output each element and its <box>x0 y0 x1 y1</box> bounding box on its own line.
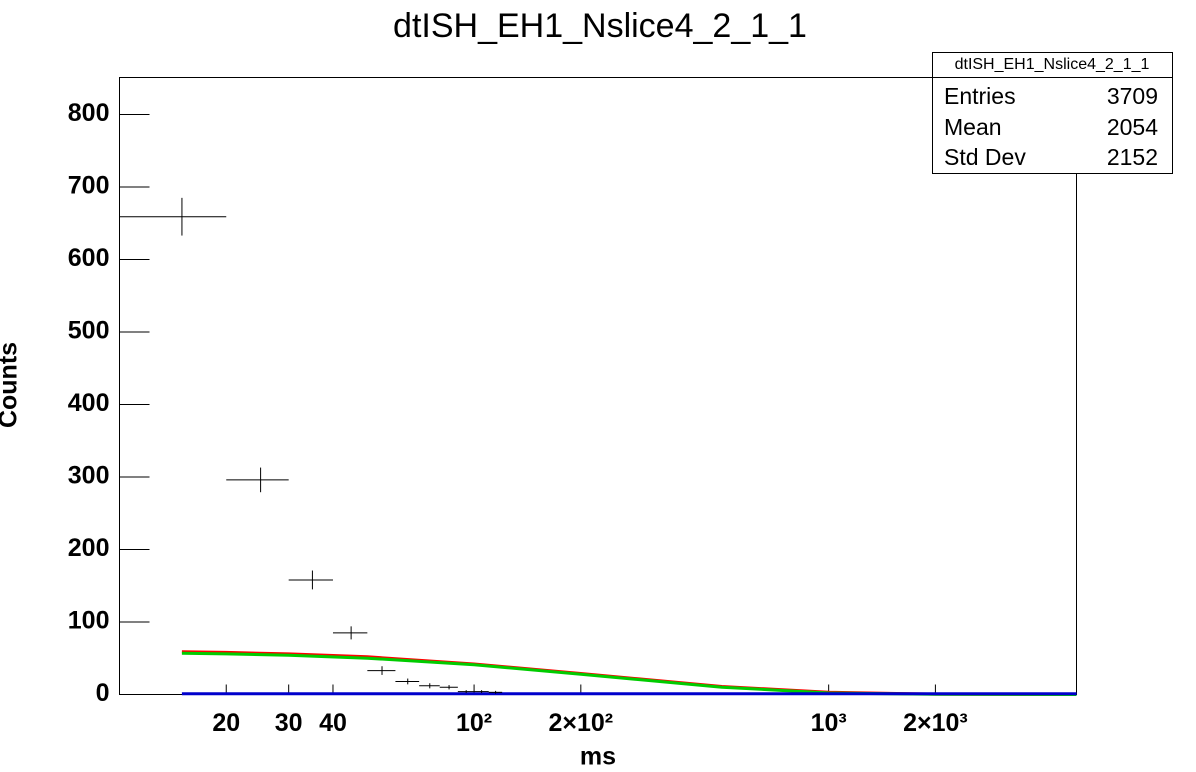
x-tick-label: 10³ <box>811 709 847 737</box>
stats-title: dtISH_EH1_Nslice4_2_1_1 <box>955 56 1150 73</box>
y-tick-label: 400 <box>68 389 110 417</box>
y-tick-label: 700 <box>68 172 110 200</box>
x-tick-label: 40 <box>319 709 347 737</box>
x-tick-label: 2×10² <box>548 709 613 737</box>
stats-label: Mean <box>944 114 1002 140</box>
x-tick-label: 30 <box>275 709 303 737</box>
chart-title: dtISH_EH1_Nslice4_2_1_1 <box>393 7 807 45</box>
stats-label: Std Dev <box>944 144 1026 170</box>
y-axis-label: Counts <box>0 342 23 428</box>
stats-value: 2152 <box>1107 144 1158 170</box>
x-tick-label: 20 <box>212 709 240 737</box>
x-tick-label: 2×10³ <box>903 709 968 737</box>
y-tick-label: 0 <box>96 679 110 707</box>
fit-curve <box>181 650 1077 696</box>
y-tick-label: 500 <box>68 317 110 345</box>
stats-value: 3709 <box>1107 83 1158 109</box>
fit-curve <box>181 651 1077 696</box>
y-tick-label: 600 <box>68 244 110 272</box>
stats-label: Entries <box>944 83 1016 109</box>
stats-frame <box>932 52 1173 174</box>
y-tick-label: 200 <box>68 534 110 562</box>
stats-value: 2054 <box>1107 114 1158 140</box>
x-axis-label: ms <box>580 743 616 771</box>
y-tick-label: 300 <box>68 462 110 490</box>
stats-box: dtISH_EH1_Nslice4_2_1_1 Entries 3709 Mea… <box>932 52 1173 174</box>
x-tick-label: 10² <box>456 709 492 737</box>
y-tick-label: 100 <box>68 607 110 635</box>
y-tick-label: 800 <box>68 99 110 127</box>
